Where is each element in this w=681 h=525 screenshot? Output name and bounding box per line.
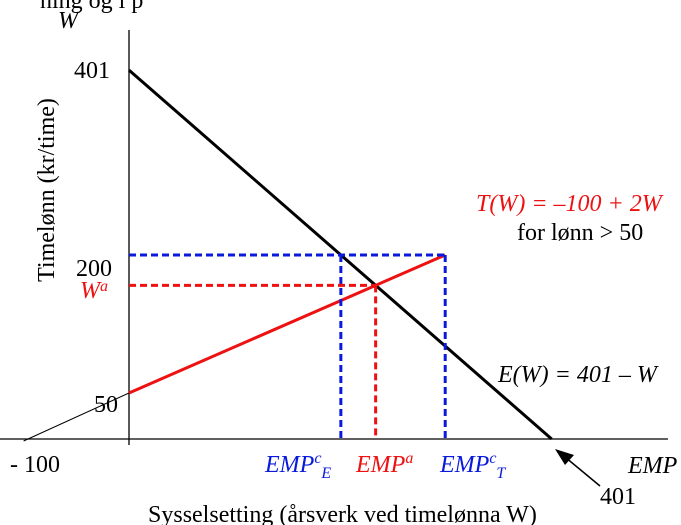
empct-sup: c <box>489 450 496 467</box>
series-line-T <box>128 253 446 395</box>
empa-main: EMP <box>355 452 406 478</box>
arrow-401-head <box>555 449 574 465</box>
arrow-401-shaft <box>564 456 601 487</box>
y-tick-50: 50 <box>94 392 118 418</box>
empct-sub: T <box>496 465 506 482</box>
empce-sub: E <box>320 465 331 482</box>
y-axis-title: Timelønn (kr/time) <box>34 98 60 282</box>
arrow-401-label: 401 <box>600 484 636 510</box>
empce-sup: c <box>314 450 321 467</box>
y-tick-200: 200 <box>76 256 112 282</box>
y-axis-name: W <box>58 8 80 34</box>
wa-main: W <box>80 278 102 304</box>
x-axis-title: Sysselsetting (årsverk ved timelønna W) <box>148 502 537 525</box>
series-E-label: E(W) = 401 – W <box>497 362 659 388</box>
x-tick-minus-100: - 100 <box>10 452 60 478</box>
equilibrium-emp-label: EMPa <box>355 450 413 478</box>
empct-main: EMP <box>439 452 490 478</box>
control-emp-E-label: EMPcE <box>264 450 331 482</box>
series-line-T-extension <box>23 392 130 442</box>
empce-main: EMP <box>264 452 315 478</box>
wa-sup: a <box>100 278 108 295</box>
x-axis-name: EMP <box>627 453 678 479</box>
control-emp-T-label: EMPcT <box>439 450 506 482</box>
empa-sup: a <box>405 450 413 467</box>
y-tick-401: 401 <box>74 58 110 84</box>
top-cut-text: ning og l p <box>40 0 143 14</box>
equilibrium-wage-label: Wa <box>80 278 108 304</box>
series-T-sublabel: for lønn > 50 <box>517 220 643 246</box>
series-T-label: T(W) = –100 + 2W <box>476 191 664 217</box>
